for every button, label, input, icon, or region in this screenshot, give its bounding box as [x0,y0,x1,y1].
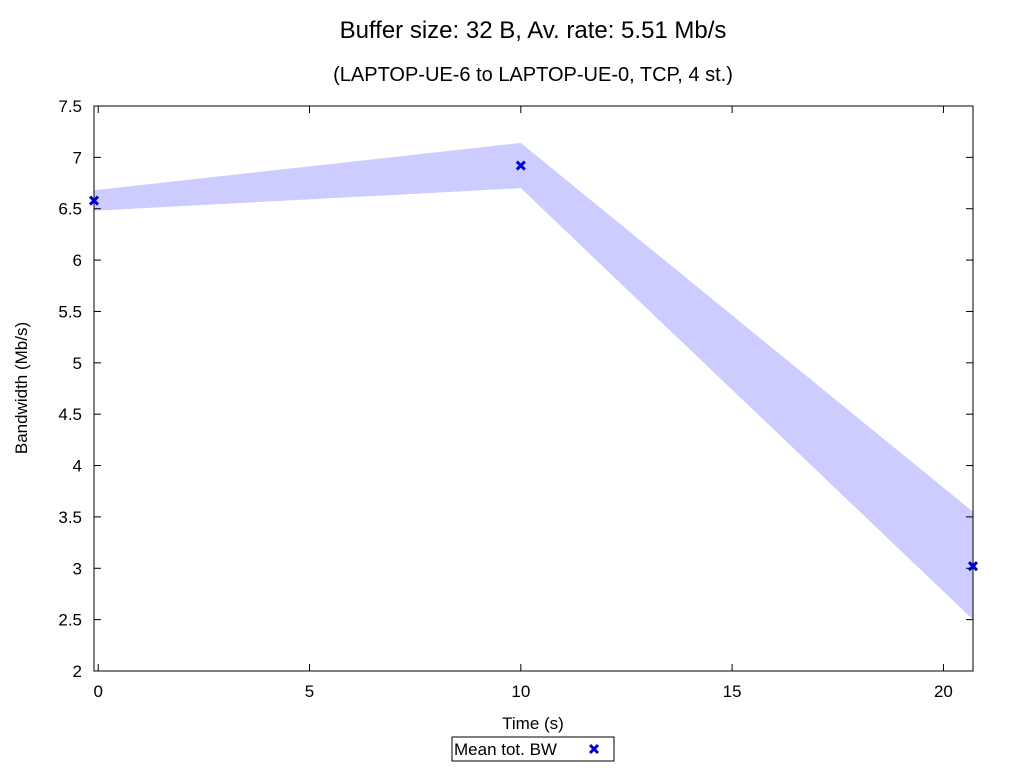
y-tick-label: 2 [73,662,82,681]
data-point [515,160,526,171]
y-tick-label: 5 [73,354,82,373]
data-point [967,561,979,572]
y-tick-label: 2.5 [58,611,82,630]
x-tick-label: 0 [93,682,102,701]
y-tick-label: 6.5 [58,200,82,219]
y-tick-label: 4 [73,457,82,476]
chart-subtitle: (LAPTOP-UE-6 to LAPTOP-UE-0, TCP, 4 st.) [333,64,733,86]
legend-label: Mean tot. BW [454,740,557,759]
y-tick-label: 7 [73,148,82,167]
legend-marker-cross [588,743,600,755]
y-tick-label: 3.5 [58,508,82,527]
legend-marker-icon [588,743,600,755]
y-tick-label: 5.5 [58,302,82,321]
data-point [88,195,100,206]
y-tick-label: 7.5 [58,97,82,116]
x-tick-label: 10 [511,682,530,701]
x-tick-label: 5 [305,682,314,701]
legend: Mean tot. BW [451,736,615,762]
plot-area-frame [93,105,974,672]
confidence-band-layer [94,142,973,620]
confidence-band [94,142,973,620]
legend-box [451,736,615,762]
chart-title: Buffer size: 32 B, Av. rate: 5.51 Mb/s [340,17,727,44]
x-tick-label: 20 [934,682,953,701]
tick-layer: 0 5 10 15 20 2 2.5 3 3.5 4 4.5 5 5.5 6 6.5 7 7.5 [58,97,973,701]
y-tick-label: 4.5 [58,405,82,424]
x-tick-label: 15 [723,682,742,701]
y-axis-label: Bandwidth (Mb/s) [12,322,31,454]
x-axis-label: Time (s) [502,714,564,733]
y-tick-label: 3 [73,559,82,578]
y-tick-label: 6 [73,251,82,270]
marker-layer [88,160,979,572]
